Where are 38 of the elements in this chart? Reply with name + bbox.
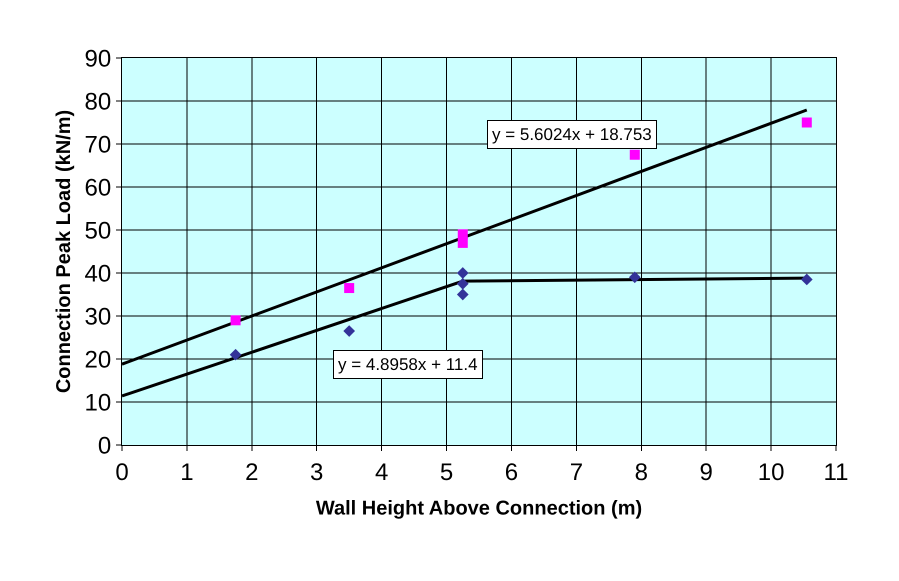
y-tick-label: 50 [84,217,112,244]
point [230,348,242,361]
y-tick-label: 20 [84,346,112,374]
x-tick-label: 10 [758,458,784,486]
point [458,238,468,248]
point [456,278,469,290]
x-axis-title: Wall Height Above Connection (m) [316,497,642,520]
y-tick-label: 30 [84,303,112,330]
y-tick-label: 40 [84,260,112,288]
x-tick-label: 11 [824,458,848,486]
x-tick-label: 5 [440,458,454,486]
x-tick-label: 0 [115,458,129,486]
y-tick-label: 80 [84,88,112,116]
point [802,118,812,128]
x-tick-label: 9 [700,458,713,486]
annotation: y = 5.6024x + 18.753 [492,125,652,144]
point [456,288,469,300]
y-axis-title: Connection Peak Load (kN/m) [52,110,75,394]
point [344,283,354,294]
x-tick-label: 6 [504,458,518,486]
y-tick-label: 10 [84,389,112,416]
point [456,267,469,279]
point [800,274,813,286]
point [628,271,641,284]
x-tick-label: 1 [180,458,194,486]
point [343,325,356,337]
y-tick-label: 90 [84,45,112,72]
y-tick-label: 70 [84,131,112,158]
x-tick-label: 2 [245,458,258,486]
point [230,315,241,326]
x-tick-label: 3 [310,458,324,486]
annotation: y = 4.8958x + 11.4 [338,355,478,374]
point [630,150,640,160]
y-tick-label: 0 [98,432,112,460]
y-tick-label: 60 [84,174,112,202]
x-tick-label: 8 [634,458,648,486]
x-tick-label: 4 [374,458,388,486]
x-tick-label: 7 [570,458,584,486]
